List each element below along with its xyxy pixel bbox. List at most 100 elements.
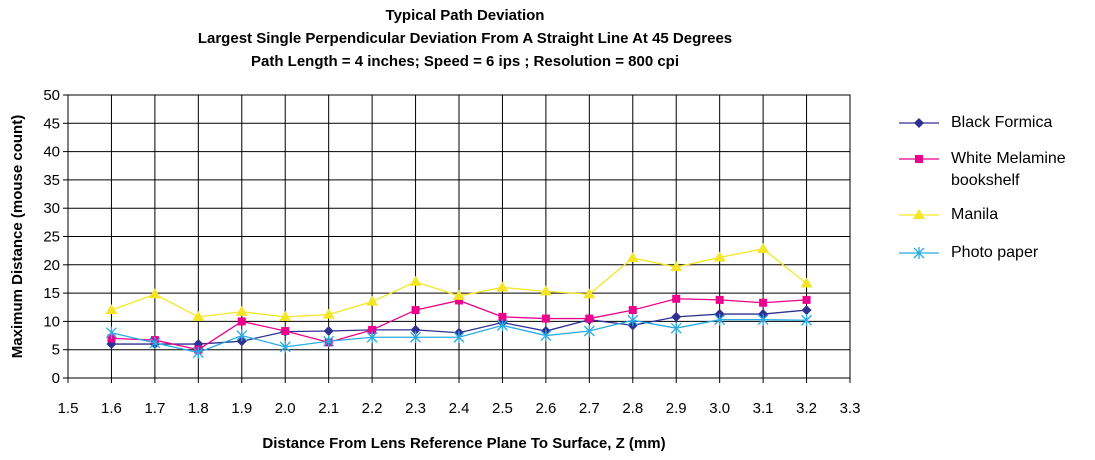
- y-tick-label: 30: [43, 200, 60, 217]
- data-point: [627, 314, 639, 327]
- x-tick-label: 2.5: [492, 400, 513, 417]
- series-line: [111, 298, 807, 351]
- x-tick-label: 2.8: [622, 400, 643, 417]
- legend-marker-x-icon: [899, 247, 939, 259]
- data-point: [324, 338, 333, 347]
- data-point: [713, 251, 726, 262]
- y-tick-label: 45: [43, 115, 60, 132]
- chart-title: Typical Path Deviation: [385, 7, 545, 24]
- data-point: [583, 325, 595, 338]
- legend-label: Manila: [951, 206, 999, 223]
- legend-marker: [915, 155, 923, 163]
- series-line: [111, 319, 807, 354]
- data-point: [584, 314, 595, 325]
- y-tick-label: 0: [52, 370, 60, 387]
- legend-marker-diamond-icon: [899, 118, 939, 128]
- data-point: [367, 324, 378, 335]
- data-point: [672, 294, 681, 303]
- data-point: [671, 311, 682, 322]
- data-point: [541, 314, 550, 323]
- plot-frame: [67, 94, 851, 379]
- data-point: [192, 346, 204, 359]
- legend-item-photo-paper: Photo paper: [895, 242, 1095, 270]
- y-tick-label: 25: [43, 229, 60, 246]
- data-point: [410, 331, 422, 344]
- data-point: [626, 252, 639, 263]
- data-point: [498, 312, 507, 321]
- x-tick-label: 2.4: [449, 400, 470, 417]
- data-point: [539, 285, 552, 296]
- data-point: [105, 326, 117, 339]
- x-tick-label: 1.9: [231, 400, 252, 417]
- data-point: [454, 327, 464, 338]
- data-point: [149, 336, 161, 349]
- data-point: [540, 329, 552, 342]
- series-line: [111, 248, 807, 318]
- legend-marker-square-icon: [899, 155, 939, 163]
- legend-marker-triangle-icon: [899, 209, 939, 219]
- legend-label: White Melamine bookshelf: [951, 150, 1066, 189]
- x-tick-label: 2.9: [666, 400, 687, 417]
- series-1: [107, 294, 811, 354]
- x-tick-label: 3.0: [709, 400, 730, 417]
- y-tick-label: 10: [43, 313, 60, 330]
- data-point: [368, 325, 377, 334]
- x-tick-label: 1.5: [58, 400, 79, 417]
- data-point: [280, 326, 291, 337]
- x-tick-label: 2.3: [405, 400, 426, 417]
- data-point: [323, 326, 334, 337]
- data-point: [715, 295, 724, 304]
- data-point: [322, 308, 335, 319]
- data-point: [583, 288, 596, 299]
- series-3: [105, 313, 813, 359]
- data-point: [759, 298, 768, 307]
- data-point: [670, 261, 683, 272]
- chart-subtitle-2: Path Length = 4 inches; Speed = 6 ips ; …: [250, 53, 680, 70]
- x-tick-label: 2.0: [275, 400, 296, 417]
- x-tick-label: 1.8: [188, 400, 209, 417]
- legend-label: Black Formica: [951, 114, 1053, 131]
- data-point: [627, 320, 638, 331]
- data-point: [497, 317, 508, 328]
- data-point: [194, 345, 203, 354]
- data-point: [540, 326, 551, 337]
- x-tick-label: 1.6: [101, 400, 122, 417]
- x-tick-label: 3.2: [796, 400, 817, 417]
- x-tick-label: 3.1: [753, 400, 774, 417]
- data-point: [670, 322, 682, 335]
- data-point: [801, 314, 813, 327]
- data-point: [236, 336, 247, 347]
- data-point: [148, 288, 161, 299]
- x-tick-label: 2.7: [579, 400, 600, 417]
- legend-item-manila: Manila: [895, 204, 1095, 232]
- y-tick-label: 35: [43, 172, 60, 189]
- data-point: [453, 331, 465, 344]
- data-point: [757, 313, 769, 326]
- y-tick-label: 50: [43, 87, 60, 104]
- data-point: [235, 305, 248, 316]
- data-point: [409, 275, 422, 286]
- data-point: [455, 296, 463, 305]
- x-tick-label: 2.6: [535, 400, 556, 417]
- data-point: [149, 339, 160, 350]
- data-point: [323, 335, 335, 348]
- data-point: [585, 314, 594, 323]
- data-point: [279, 340, 291, 353]
- data-point: [106, 339, 117, 350]
- data-point: [496, 281, 509, 292]
- data-point: [281, 327, 290, 336]
- chart-subtitle-1: Largest Single Perpendicular Deviation F…: [197, 30, 733, 47]
- data-point: [192, 310, 205, 321]
- data-point: [193, 339, 204, 350]
- data-point: [366, 331, 378, 344]
- x-tick-label: 2.1: [318, 400, 339, 417]
- series-2: [105, 242, 813, 321]
- data-point: [757, 242, 770, 253]
- data-point: [105, 304, 118, 315]
- y-tick-label: 20: [43, 257, 60, 274]
- data-point: [628, 306, 637, 315]
- y-axis-label: Maximum Distance (mouse count): [9, 115, 26, 358]
- x-tick-label: 2.2: [362, 400, 383, 417]
- data-point: [801, 305, 812, 316]
